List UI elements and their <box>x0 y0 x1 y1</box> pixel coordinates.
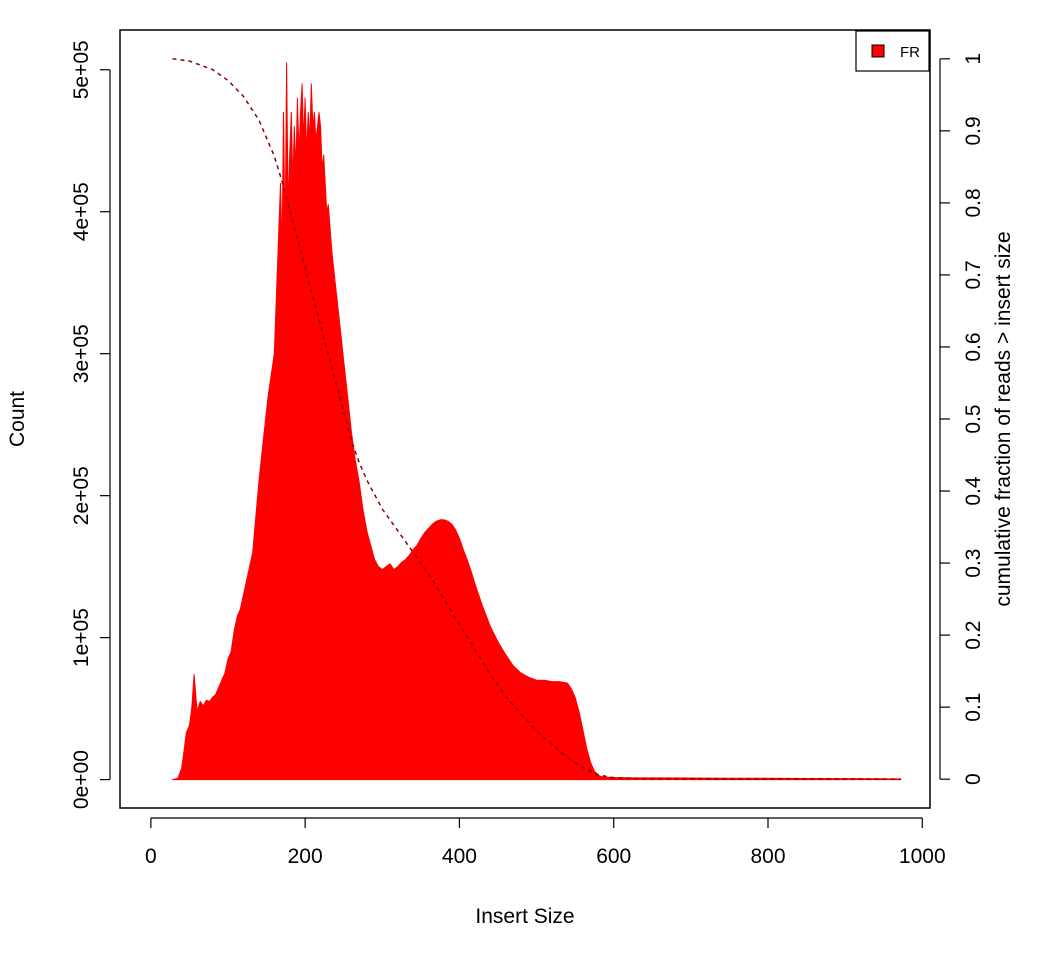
x-tick-label: 400 <box>442 845 477 868</box>
y2-tick-label: 0.6 <box>962 332 985 361</box>
legend-label-fr: FR <box>900 44 920 61</box>
y-axis-title: Count <box>6 391 29 447</box>
y-tick-label: 3e+05 <box>70 324 93 383</box>
y-tick-label: 2e+05 <box>70 466 93 525</box>
y2-tick-label: 0.3 <box>962 548 985 577</box>
x-tick-label: 0 <box>145 845 157 868</box>
y2-tick-label: 1 <box>962 53 985 65</box>
histogram-layer <box>172 62 902 781</box>
y2-axis-title: cumulative fraction of reads > insert si… <box>992 231 1015 606</box>
legend-swatch-fr <box>871 44 885 58</box>
x-tick-label: 600 <box>596 845 631 868</box>
y-tick-label: 5e+05 <box>70 40 93 99</box>
axes-layer: 0 200 400 600 800 1000 0e+00 1e+05 2e+05 3e+05 4e+… <box>70 40 985 868</box>
plot-frame <box>119 29 931 809</box>
y-tick-label: 0e+00 <box>70 750 93 809</box>
y2-tick-label: 0.8 <box>962 188 985 217</box>
y2-tick-label: 0.1 <box>962 692 985 721</box>
y-tick-label: 1e+05 <box>70 608 93 667</box>
x-axis-title: Insert Size <box>475 905 574 928</box>
y2-tick-label: 0.5 <box>962 404 985 433</box>
y2-tick-label: 0.9 <box>962 116 985 145</box>
y2-tick-label: 0.4 <box>962 476 985 506</box>
x-tick-label: 800 <box>750 845 785 868</box>
legend-box <box>855 30 930 72</box>
y2-tick-label: 0.7 <box>962 260 985 289</box>
x-tick-label: 200 <box>288 845 323 868</box>
legend: FR <box>855 30 930 72</box>
y2-tick-label: 0.2 <box>962 620 985 649</box>
y-tick-label: 4e+05 <box>70 182 93 241</box>
x-tick-label: 1000 <box>899 845 946 868</box>
y2-tick-label: 0 <box>962 773 985 785</box>
histogram-area-fr <box>172 62 902 781</box>
